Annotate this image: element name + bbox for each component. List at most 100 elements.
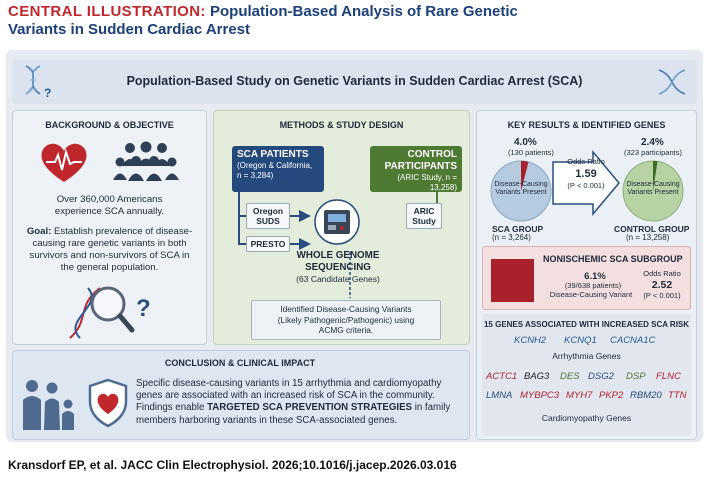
id-line-2: (Likely Pathogenic/Pathogenic) using [277, 314, 415, 325]
conclusion-line-2: genes are associated with an increased r… [136, 390, 435, 402]
genes-title: 15 GENES ASSOCIATED WITH INCREASED SCA R… [483, 320, 690, 329]
goal-line-4: the general population. [60, 262, 159, 273]
background-stat: Over 360,000 Americans experience SCA an… [12, 194, 207, 218]
gene-myh7: MYH7 [566, 390, 593, 401]
subgroup-marker [491, 259, 534, 302]
conclusion-line-3-a: Findings enable [136, 402, 205, 414]
gene-lmna: LMNA [486, 390, 513, 401]
wgs-line-1: WHOLE GENOME [296, 250, 380, 261]
nonischemic-subgroup-box: NONISCHEMIC SCA SUBGROUP 6.1% (39/638 pa… [482, 246, 691, 310]
central-illustration-label: CENTRAL ILLUSTRATION: [8, 3, 206, 20]
aric-study-label: ARIC Study [406, 203, 442, 229]
identified-variants-box: Identified Disease-Causing Variants (Lik… [251, 300, 441, 340]
id-line-1: Identified Disease-Causing Variants [280, 304, 412, 314]
subgroup-variant: Disease-Causing Variant [549, 290, 633, 299]
sca-patients-box: SCA PATIENTS (Oregon & California, n = 3… [232, 146, 324, 192]
gene-cacna1c: CACNA1C [610, 335, 656, 346]
sca-pie-line-1: Disease-Causing [494, 181, 548, 188]
sca-pie-label: Disease-Causing Variants Present [488, 181, 554, 197]
wgs-line-2: SEQUENCING [305, 261, 371, 273]
gene-dsp: DSP [626, 371, 646, 382]
svg-text:?: ? [44, 86, 51, 100]
ctrl-pie-line-2: Variants Present [627, 189, 679, 196]
subgroup-patients: (39/638 patients) [564, 281, 622, 290]
odds-p: (P < 0.001) [567, 181, 605, 190]
family-icon [23, 380, 74, 430]
conclusion-text: Specific disease-causing variants in 15 … [136, 378, 466, 427]
gene-ttn: TTN [668, 390, 687, 401]
gene-rbm20: RBM20 [630, 390, 662, 401]
header-line-1: CENTRAL ILLUSTRATION: Population-Based A… [8, 3, 701, 21]
oregon-line-2: SUDS [256, 216, 280, 226]
sca-pie-slice [521, 161, 529, 191]
wgs-sub: (63 Candidate Genes) [296, 274, 380, 284]
gene-dsg2: DSG2 [588, 371, 614, 382]
gene-actc1: ACTC1 [486, 371, 518, 382]
conclusion-line-3: Findings enable TARGETED SCA PREVENTION … [136, 402, 466, 414]
study-banner: ? Population-Based Study on Genetic Vari… [12, 60, 697, 104]
sequencer-icon [314, 199, 360, 245]
odds-value: 1.59 [575, 168, 597, 180]
goal-line-2: causing rare genetic variants in both [32, 238, 187, 249]
ctrl-pie-label: Disease-Causing Variants Present [620, 181, 686, 197]
stat-line-2: experience SCA annually. [54, 206, 165, 217]
conclusion-panel [12, 350, 470, 440]
sca-patients-sub-2: n = 3,284) [237, 171, 274, 180]
arrhythmia-genes-label: Arrhythmia Genes [552, 351, 621, 361]
subgroup-pct: 6.1% [584, 271, 606, 282]
goal-text: Goal: Establish prevalence of disease- c… [16, 226, 203, 274]
gene-des: DES [560, 371, 580, 382]
ctrl-pie-slice [653, 161, 658, 191]
conclusion-line-4: members harboring variants in these SCA-… [136, 414, 398, 426]
citation: Kransdorf EP, et al. JACC Clin Electroph… [8, 458, 457, 472]
control-participants-box: CONTROL PARTICIPANTS (ARIC Study, n = 13… [370, 146, 462, 192]
dna-icon [658, 69, 686, 95]
presto-label: PRESTO [246, 236, 290, 252]
gene-mybpc3: MYBPC3 [520, 390, 560, 401]
cardiomyopathy-genes-label: Cardiomyopathy Genes [541, 413, 632, 423]
control-sub: (ARIC Study, n = 13,258) [397, 173, 457, 192]
comparison-arrow-icon [552, 150, 620, 216]
sca-pie-chart [490, 160, 552, 222]
aric-line-1: ARIC [413, 206, 435, 216]
conclusion-line-3-c: in family [414, 402, 451, 414]
gene-bag3: BAG3 [524, 371, 550, 382]
sca-patients-title: SCA PATIENTS [237, 149, 309, 160]
genes-box: 15 GENES ASSOCIATED WITH INCREASED SCA R… [482, 314, 691, 436]
goal-line-1: Goal: Establish prevalence of disease- [16, 226, 203, 238]
sca-pct-sub: (130 patients) [508, 148, 554, 157]
goal-label: Goal: [26, 226, 52, 237]
subgroup-odds-label: Odds Ratio [643, 269, 681, 278]
goal-line-3: survivors and non-survivors of SCA in [29, 250, 190, 261]
subgroup-odds-value: 2.52 [651, 279, 673, 291]
population-icon [113, 141, 179, 181]
methods-title: METHODS & STUDY DESIGN [279, 120, 404, 130]
conclusion-line-1: Specific disease-causing variants in 15 … [136, 378, 442, 389]
oregon-line-1: Oregon [252, 206, 284, 216]
conclusion-highlight: TARGETED SCA PREVENTION STRATEGIES [207, 402, 412, 414]
gene-kcnh2: KCNH2 [514, 335, 547, 346]
background-title: BACKGROUND & OBJECTIVE [45, 120, 174, 130]
wgs-label: WHOLE GENOME SEQUENCING [283, 250, 393, 273]
subgroup-odds-p: (P < 0.001) [643, 291, 681, 300]
id-line-3: ACMG criteria. [318, 325, 374, 335]
sca-patients-sub-1: (Oregon & California, [237, 161, 313, 170]
ctrl-group-n: (n = 13,258) [626, 233, 670, 242]
subgroup-title: NONISCHEMIC SCA SUBGROUP [543, 254, 683, 264]
ctrl-pct: 2.4% [641, 137, 664, 148]
ctrl-pie-line-1: Disease-Causing [626, 181, 680, 188]
gene-pkp2: PKP2 [599, 390, 624, 401]
dna-magnifier-icon: ? [69, 286, 151, 339]
sca-group-label: SCA GROUP [492, 224, 544, 234]
sca-group-n: (n = 3,264) [492, 233, 531, 242]
odds-ratio-main: Odds Ratio 1.59 (P < 0.001) [556, 157, 616, 207]
svg-text:?: ? [136, 295, 151, 322]
ctrl-group-label: CONTROL GROUP [614, 224, 690, 234]
control-title-2: PARTICIPANTS [384, 161, 457, 172]
banner-title: Population-Based Study on Genetic Varian… [126, 74, 583, 88]
gene-kcnq1: KCNQ1 [564, 335, 597, 346]
sca-pie-line-2: Variants Present [495, 189, 547, 196]
stat-line-1: Over 360,000 Americans [56, 194, 163, 205]
heart-pulse-icon [41, 143, 87, 182]
control-pie-chart [622, 160, 684, 222]
